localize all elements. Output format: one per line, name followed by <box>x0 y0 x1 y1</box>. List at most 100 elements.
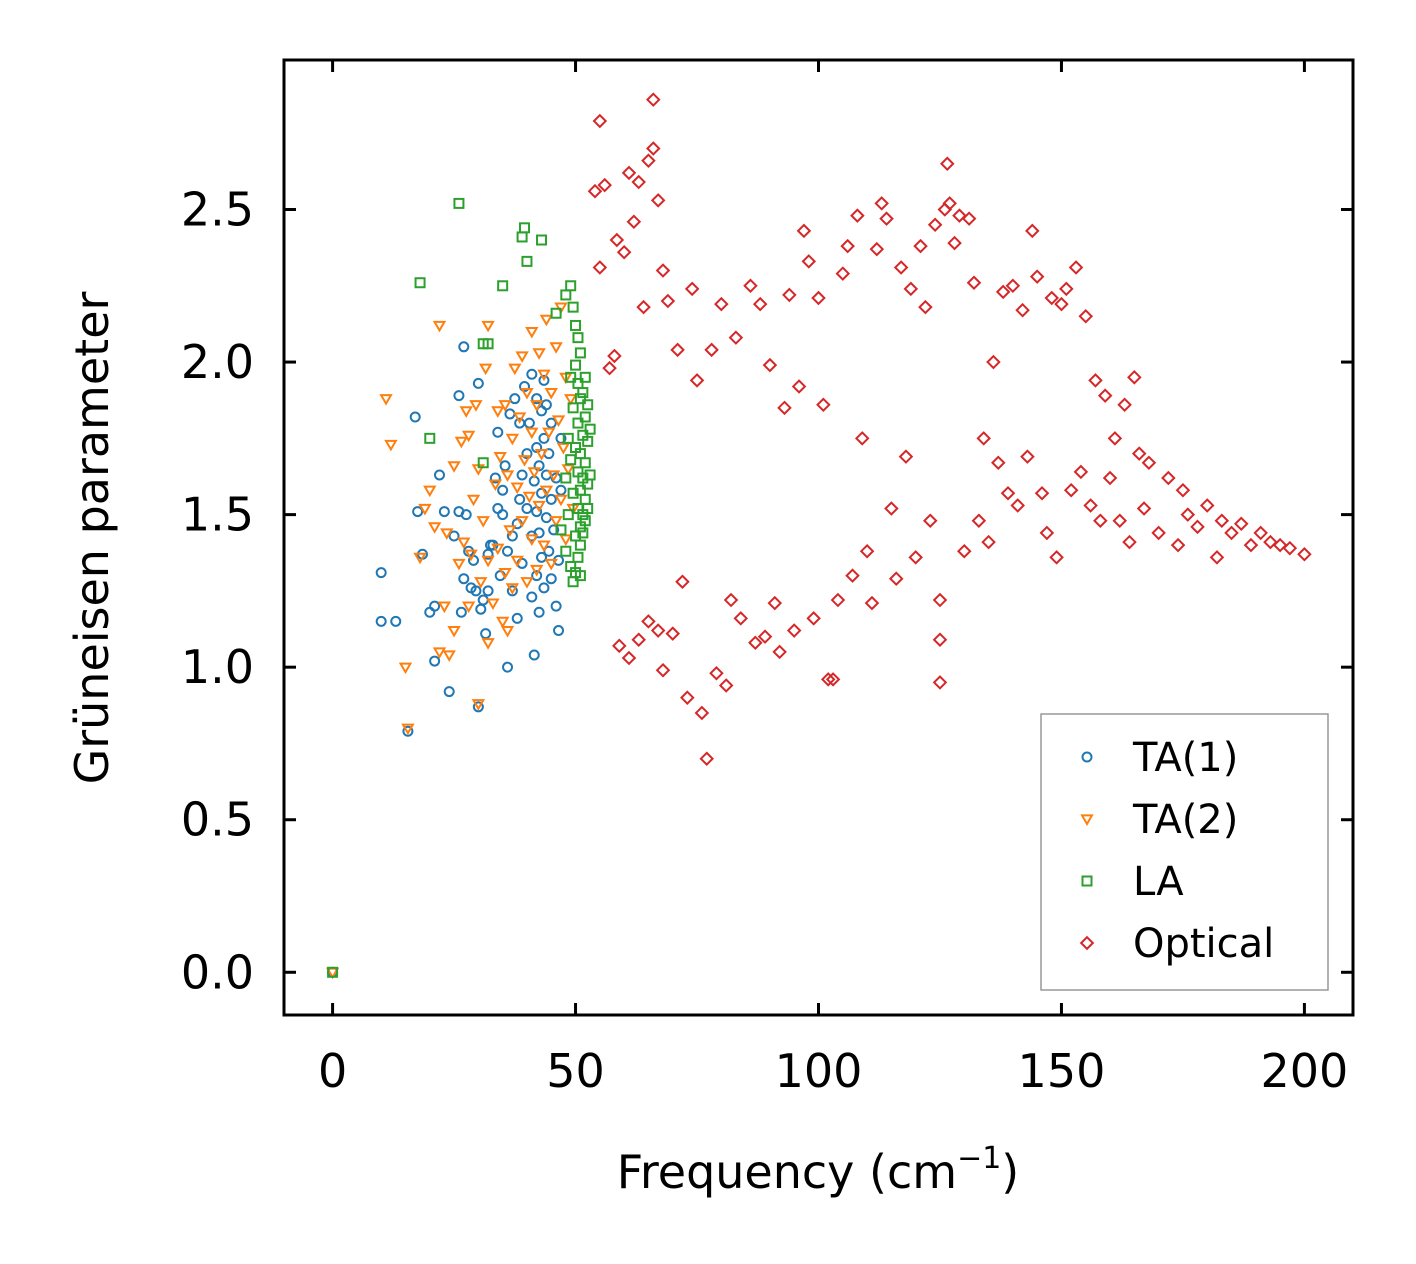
data-point <box>981 534 996 550</box>
data-point <box>582 399 594 411</box>
data-point <box>437 601 452 614</box>
data-point <box>521 255 533 267</box>
data-point <box>514 493 526 505</box>
data-point <box>555 432 567 444</box>
data-point <box>767 595 783 611</box>
x-tick-label: 50 <box>546 1044 605 1098</box>
data-point <box>864 595 880 611</box>
legend-label-la: LA <box>1133 859 1184 905</box>
data-point <box>1224 525 1239 541</box>
data-point <box>884 501 899 516</box>
data-point <box>582 503 594 515</box>
data-point <box>505 433 520 446</box>
data-point <box>520 577 534 589</box>
data-point <box>562 432 574 444</box>
data-point <box>549 342 563 354</box>
data-point <box>592 113 608 129</box>
data-point <box>414 277 426 289</box>
data-point <box>579 457 591 469</box>
data-point <box>412 506 424 518</box>
data-point <box>584 469 596 481</box>
data-point <box>500 625 515 638</box>
data-point <box>932 675 948 690</box>
data-point <box>631 174 646 190</box>
data-point <box>1243 537 1259 553</box>
data-point <box>537 540 551 553</box>
data-point <box>572 417 584 429</box>
x-axis-label: Frequency (cm−1) <box>617 1141 1020 1199</box>
data-point <box>680 690 695 705</box>
data-point <box>782 287 797 303</box>
data-point <box>542 427 556 440</box>
data-point <box>499 460 511 472</box>
data-point <box>570 319 582 331</box>
data-point <box>453 390 465 402</box>
data-point <box>519 380 531 392</box>
data-point <box>536 551 548 563</box>
data-point <box>1049 550 1064 565</box>
data-point <box>423 485 437 498</box>
data-point <box>539 485 554 498</box>
data-point <box>481 320 495 333</box>
data-point <box>498 400 512 412</box>
data-point <box>549 516 563 528</box>
data-point <box>1102 470 1118 486</box>
data-point <box>529 400 544 412</box>
data-point <box>506 585 518 597</box>
data-point <box>903 281 919 297</box>
data-point <box>470 585 482 597</box>
data-point <box>1151 525 1166 541</box>
data-point <box>582 435 594 447</box>
data-point <box>825 672 841 687</box>
data-point <box>1068 260 1084 275</box>
y-tick-label: 0.5 <box>181 793 254 847</box>
data-point <box>1015 302 1030 318</box>
data-point <box>1112 513 1128 528</box>
data-point <box>565 280 577 292</box>
data-point <box>1093 513 1108 528</box>
data-point <box>461 601 476 614</box>
data-point <box>1209 550 1225 565</box>
data-point <box>398 662 413 675</box>
data-point <box>612 638 627 654</box>
data-point <box>830 592 846 608</box>
data-point <box>791 379 807 394</box>
data-point <box>675 574 690 590</box>
data-point <box>927 217 943 233</box>
data-point <box>597 177 612 193</box>
data-point <box>497 484 509 496</box>
data-point <box>820 672 836 687</box>
data-point <box>517 455 532 467</box>
data-point <box>1214 513 1230 528</box>
data-point <box>1263 534 1278 550</box>
data-point <box>845 568 860 583</box>
data-point <box>786 623 802 638</box>
x-tick-label: 150 <box>1018 1044 1106 1098</box>
data-point <box>460 509 472 521</box>
data-point <box>458 341 470 353</box>
data-point <box>502 545 514 557</box>
data-point <box>631 632 646 647</box>
data-points-layer <box>325 92 1312 980</box>
data-point <box>500 470 515 482</box>
data-point <box>515 516 529 528</box>
data-point <box>492 426 504 438</box>
data-point <box>511 612 523 624</box>
data-point <box>495 616 510 629</box>
legend-label-ta-1: TA(1) <box>1132 735 1238 781</box>
data-point <box>510 482 524 495</box>
legend-marker-optical <box>1079 935 1095 951</box>
data-point <box>546 470 561 482</box>
data-point <box>532 348 546 360</box>
data-point <box>508 363 522 376</box>
data-point <box>918 299 933 315</box>
data-point <box>503 525 517 537</box>
data-point <box>957 543 972 559</box>
data-point <box>577 527 589 539</box>
data-point <box>650 623 666 638</box>
data-point <box>733 611 749 626</box>
data-point <box>327 966 339 978</box>
data-point <box>564 394 578 406</box>
data-point <box>548 524 560 536</box>
data-point <box>641 153 656 168</box>
